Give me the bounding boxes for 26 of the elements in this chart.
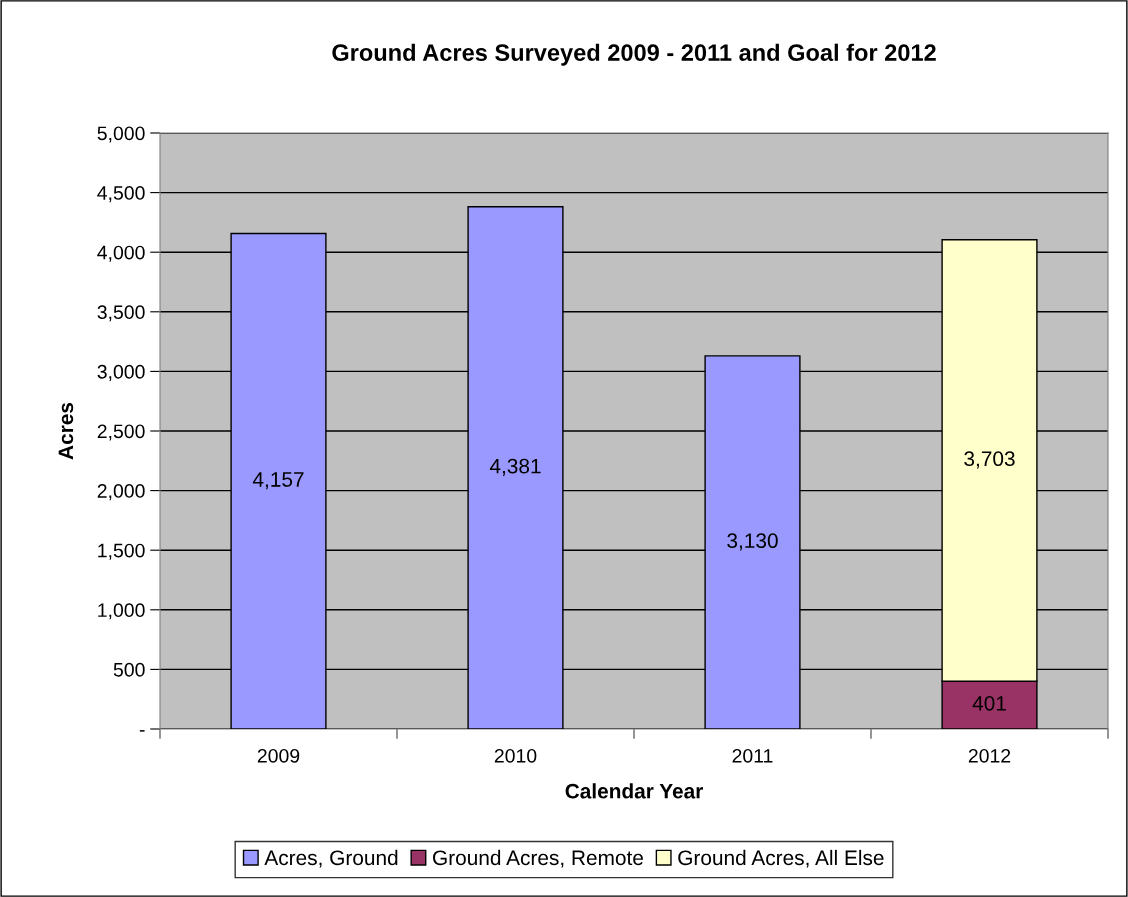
data-label: 3,130	[727, 533, 778, 551]
y-tick-label: 4,500	[97, 186, 145, 203]
y-tick-label: 2,500	[97, 424, 145, 441]
y-axis-title: Acres	[58, 402, 74, 460]
data-label: 4,381	[489, 458, 541, 476]
x-tick-label: 2009	[257, 748, 300, 763]
y-tick-label: 500	[113, 662, 145, 677]
chart-title: Ground Acres Surveyed 2009 - 2011 and Goal for 2012	[332, 43, 936, 66]
data-label: 401	[972, 695, 1006, 711]
x-axis-title: Calendar Year	[565, 783, 703, 799]
x-tick-label: 2011	[732, 748, 773, 763]
data-label: 3,703	[964, 451, 1015, 469]
y-tick-label: 5,000	[97, 126, 145, 143]
legend-label: Acres, Ground	[264, 849, 398, 868]
y-tick-label: -	[139, 730, 145, 732]
legend-label: Ground Acres, All Else	[678, 849, 884, 868]
y-tick-label: 4,000	[97, 245, 145, 262]
x-tick-label: 2012	[968, 748, 1011, 763]
y-tick-label: 1,000	[98, 603, 145, 620]
legend-label: Ground Acres, Remote	[433, 849, 643, 868]
y-tick-label: 2,000	[97, 484, 145, 501]
x-tick-label: 2010	[494, 748, 537, 763]
data-label: 4,157	[252, 472, 304, 490]
y-tick-label: 1,500	[98, 543, 145, 560]
y-tick-label: 3,000	[97, 364, 145, 381]
y-tick-label: 3,500	[97, 305, 145, 322]
